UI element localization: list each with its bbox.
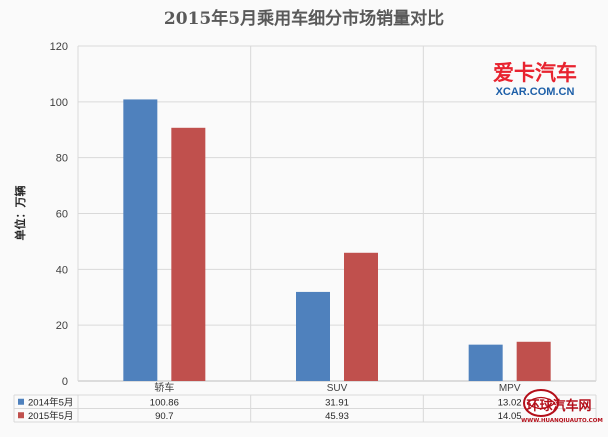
y-tick-label: 80	[56, 153, 68, 165]
y-axis-label: 单位：万辆	[13, 186, 27, 241]
huanqiu-watermark: 环球汽车网 WWW.HUANQIUAUTO.COM	[521, 389, 603, 424]
xcar-logo: 爱卡汽车 XCAR.COM.CN	[493, 61, 577, 98]
watermark-text: 环球汽车网	[526, 398, 591, 414]
table-value: 13.02	[498, 397, 522, 408]
data-table: 2014年5月 100.86 31.91 13.02 2015年5月 90.7 45.93 1…	[13, 394, 597, 423]
y-tick-label: 120	[50, 41, 68, 53]
y-tick-label: 100	[50, 97, 68, 109]
xcar-logo-url: XCAR.COM.CN	[496, 86, 575, 98]
table-value: 31.91	[325, 397, 349, 408]
legend-swatch	[18, 412, 24, 419]
globe-icon	[523, 389, 559, 417]
table-value: 45.93	[325, 411, 349, 422]
xcar-logo-text: 爱卡汽车	[493, 61, 577, 85]
y-tick-label: 60	[56, 209, 68, 221]
y-tick-label: 0	[62, 376, 68, 388]
x-tick-label: 轿车	[154, 381, 174, 394]
bar	[344, 252, 378, 381]
gridlines	[77, 45, 597, 382]
bar	[516, 341, 551, 381]
legend-swatch	[18, 398, 24, 405]
bar	[171, 127, 206, 381]
table-value: 100.86	[150, 397, 179, 408]
bar	[123, 99, 158, 382]
bar	[296, 291, 330, 381]
watermark-url: WWW.HUANQIUAUTO.COM	[521, 418, 603, 424]
bars	[123, 99, 551, 382]
table-value: 14.05	[498, 411, 522, 422]
bar	[468, 344, 503, 381]
globe-lines-icon	[526, 396, 556, 410]
y-tick-labels: 0 20 40 60 80 100 120	[50, 41, 68, 388]
table-value: 90.7	[155, 411, 174, 422]
x-tick-label: SUV	[327, 383, 348, 394]
chart-title: 2015年5月乘用车细分市场销量对比	[164, 8, 444, 29]
legend-label: 2015年5月	[28, 410, 73, 422]
y-tick-label: 40	[56, 264, 68, 276]
legend-label: 2014年5月	[28, 396, 73, 408]
x-tick-label: MPV	[499, 383, 521, 394]
y-tick-label: 20	[56, 320, 68, 332]
x-tick-labels: 轿车 SUV MPV	[154, 381, 520, 394]
